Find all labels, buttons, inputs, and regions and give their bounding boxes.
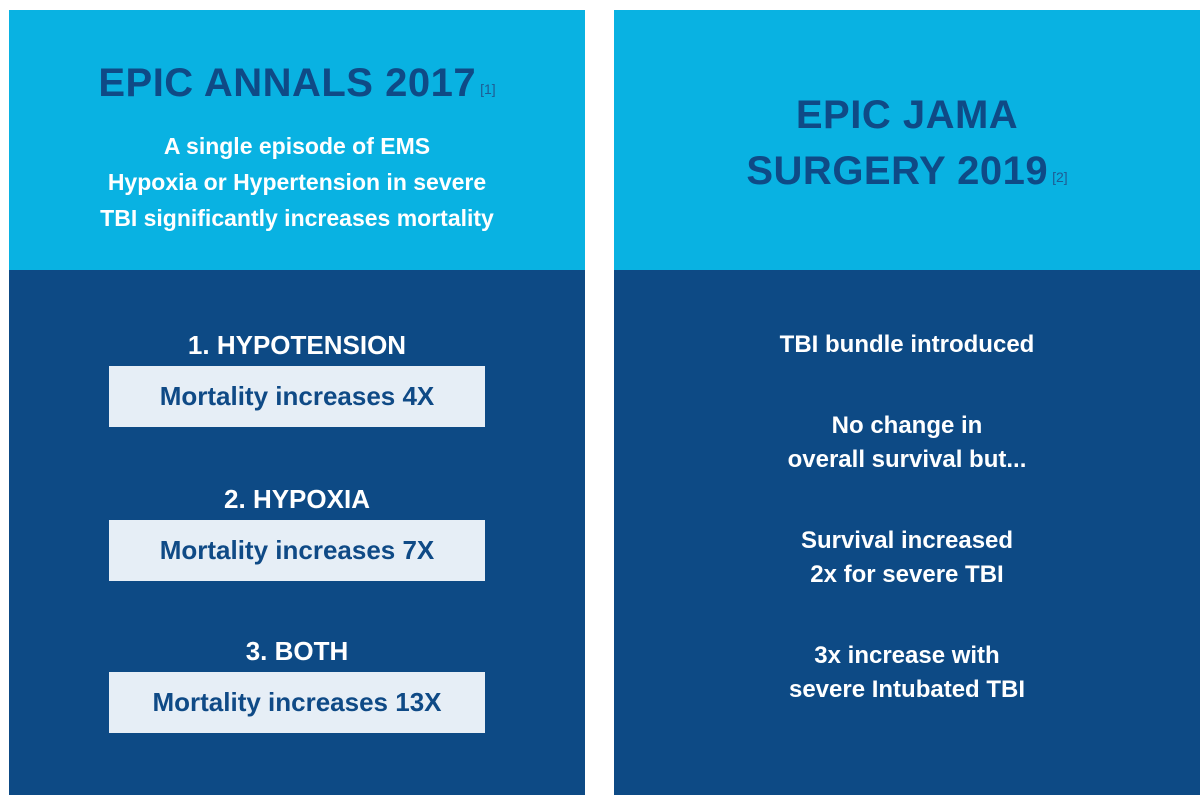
left-panel-body: 1. HYPOTENSION Mortality increases 4X 2.…	[9, 270, 585, 795]
left-panel-subtitle: A single episode of EMS Hypoxia or Hyper…	[100, 133, 494, 231]
left-panel-header: EPIC ANNALS 2017 [1] A single episode of …	[9, 10, 585, 270]
left-panel-title: EPIC ANNALS 2017 [1]	[9, 55, 585, 111]
left-title-text: EPIC ANNALS 2017	[98, 61, 477, 105]
finding-bundle: TBI bundle introduced	[779, 331, 1035, 358]
finding-survival-increased: Survival increased 2x for severe TBI	[800, 527, 1014, 588]
category-both-label: 3. BOTH	[245, 636, 349, 666]
right-panel-title: EPIC JAMA SURGERY 2019 [2]	[614, 87, 1200, 199]
right-title-line-1: EPIC JAMA	[795, 93, 1019, 137]
left-panel: EPIC ANNALS 2017 [1] A single episode of …	[9, 10, 585, 795]
left-reference-marker: [1]	[480, 81, 496, 97]
category-hypotension-stat: Mortality increases 4X	[109, 366, 485, 427]
right-reference-marker: [2]	[1052, 169, 1068, 185]
category-both-stat: Mortality increases 13X	[109, 672, 485, 733]
category-hypoxia-stat: Mortality increases 7X	[109, 520, 485, 581]
right-title-line-2-text: SURGERY 2019	[746, 149, 1049, 193]
right-panel-body: TBI bundle introduced No change in overa…	[614, 270, 1200, 795]
category-hypoxia-label: 2. HYPOXIA	[224, 484, 370, 514]
finding-overall-survival: No change in overall survival but...	[787, 412, 1027, 473]
finding-intubated: 3x increase with severe Intubated TBI	[788, 642, 1026, 703]
right-panel-header: EPIC JAMA SURGERY 2019 [2]	[614, 10, 1200, 270]
category-hypotension-label: 1. HYPOTENSION	[187, 330, 407, 360]
right-title-line-2: SURGERY 2019 [2]	[614, 143, 1200, 199]
right-panel: EPIC JAMA SURGERY 2019 [2] TBI bundle int…	[614, 10, 1200, 795]
